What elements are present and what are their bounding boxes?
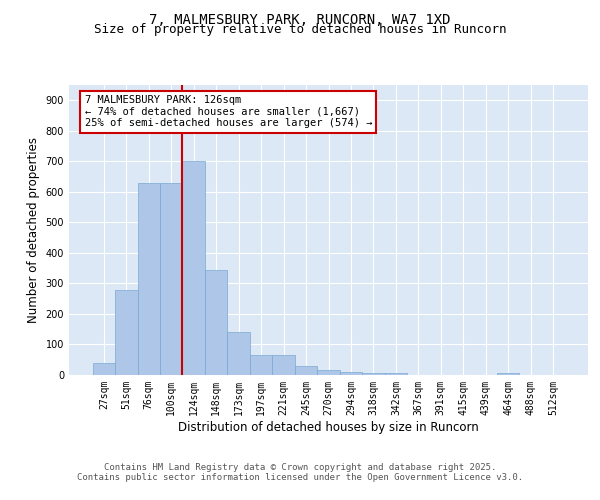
Bar (317, 370, 340, 375)
Bar (160, 182, 182, 375)
Bar (497, 374, 520, 375)
Bar (295, 366, 317, 375)
Bar (205, 270, 227, 375)
Text: Size of property relative to detached houses in Runcorn: Size of property relative to detached ho… (94, 22, 506, 36)
Bar (272, 355, 295, 375)
Bar (385, 374, 407, 375)
Bar (227, 332, 250, 375)
Bar (250, 355, 272, 375)
Text: Contains public sector information licensed under the Open Government Licence v3: Contains public sector information licen… (77, 472, 523, 482)
Bar (362, 372, 385, 375)
Y-axis label: Number of detached properties: Number of detached properties (27, 137, 40, 323)
Text: Contains HM Land Registry data © Crown copyright and database right 2025.: Contains HM Land Registry data © Crown c… (104, 462, 496, 471)
Bar (92, 363, 115, 375)
Bar (115, 290, 137, 375)
Bar (340, 372, 362, 375)
Bar (182, 162, 205, 375)
Bar (137, 182, 160, 375)
Text: 7, MALMESBURY PARK, RUNCORN, WA7 1XD: 7, MALMESBURY PARK, RUNCORN, WA7 1XD (149, 12, 451, 26)
Text: 7 MALMESBURY PARK: 126sqm
← 74% of detached houses are smaller (1,667)
25% of se: 7 MALMESBURY PARK: 126sqm ← 74% of detac… (85, 95, 372, 128)
X-axis label: Distribution of detached houses by size in Runcorn: Distribution of detached houses by size … (178, 420, 479, 434)
